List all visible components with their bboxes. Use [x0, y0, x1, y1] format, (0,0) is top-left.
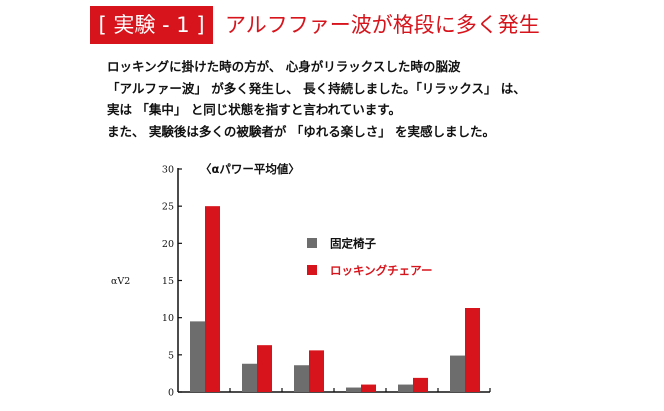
chart-title: 〈αパワー平均値〉 — [200, 162, 300, 176]
bar-fixed-chair — [190, 321, 205, 392]
bar-fixed-chair — [294, 365, 309, 392]
headline: アルフファー波が格段に多く発生 — [225, 13, 540, 37]
bar-rocking-chair — [309, 350, 324, 392]
y-axis-label: αV2 — [111, 276, 130, 287]
y-tick-label: 10 — [162, 313, 174, 324]
bar-fixed-chair — [398, 384, 413, 392]
y-tick-label: 30 — [162, 165, 174, 176]
legend-label: ロッキングチェアー — [330, 264, 432, 278]
description-line: 実は 「集中」 と同じ状態を指すと言われています。 — [107, 102, 401, 118]
bar-fixed-chair — [346, 387, 361, 392]
y-tick-label: 5 — [168, 350, 174, 361]
y-tick-label: 25 — [162, 202, 174, 213]
legend-swatch — [307, 265, 317, 275]
bar-fixed-chair — [242, 363, 257, 392]
bar-rocking-chair — [361, 384, 376, 392]
description-line: 「アルファー波」 が多く発生し、 長く持続しました。「リラックス」 は、 — [107, 80, 526, 96]
bar-rocking-chair — [413, 377, 428, 392]
description: ロッキングに掛けた時の方が、 心身がリラックスした時の脳波 「アルファー波」 が… — [107, 56, 526, 143]
description-line: ロッキングに掛けた時の方が、 心身がリラックスした時の脳波 — [107, 59, 461, 74]
bar-fixed-chair — [450, 355, 465, 392]
y-tick-label: 15 — [162, 276, 174, 287]
bar-rocking-chair — [257, 345, 272, 392]
legend-swatch — [307, 238, 317, 248]
bar-rocking-chair — [465, 308, 480, 392]
description-line: また、 実験後は多くの被験者が 「ゆれる楽しさ」 を実感しました。 — [107, 124, 496, 140]
bar-rocking-chair — [205, 206, 220, 392]
legend-label: 固定椅子 — [330, 237, 376, 251]
y-tick-label: 0 — [168, 388, 174, 399]
experiment-badge: [ 実験 - 1 ] — [90, 6, 213, 44]
y-tick-label: 20 — [162, 239, 174, 250]
